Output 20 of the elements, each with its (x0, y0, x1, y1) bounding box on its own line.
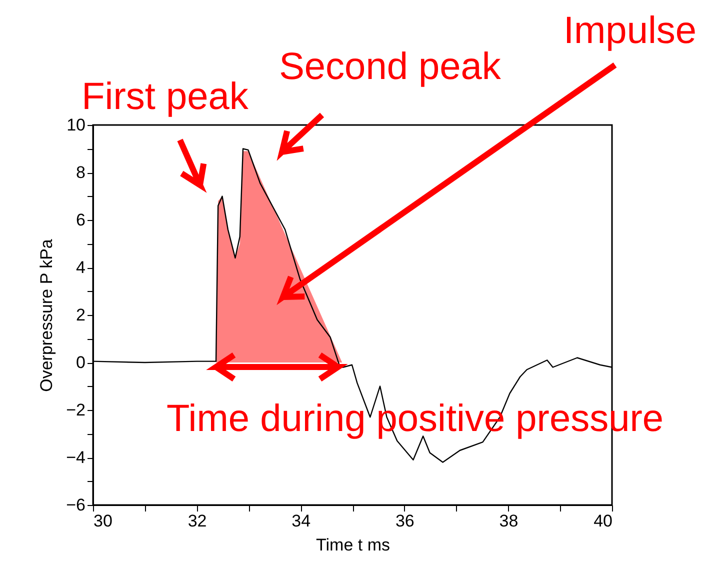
y-tick-label: −6 (66, 496, 86, 514)
y-tick-label: −2 (66, 400, 86, 420)
text: Impulse (563, 10, 697, 52)
x-tick-label: 40 (594, 512, 612, 530)
y-tick-label: 4 (76, 258, 86, 277)
x-tick-label: 32 (188, 512, 207, 530)
x-tick-label: 38 (499, 512, 518, 530)
y-axis-title: Overpressure P kPa (37, 238, 56, 392)
text: First peak (82, 76, 250, 118)
y-tick-label: 0 (76, 353, 86, 372)
y-tick-label: 8 (76, 163, 86, 182)
y-tick-label: 2 (76, 306, 86, 324)
x-tick-label: 36 (395, 512, 414, 530)
y-tick-label: 10 (66, 116, 86, 134)
x-tick-label: 30 (94, 512, 112, 530)
y-tick-label: −4 (66, 448, 86, 467)
y-tick-label: 6 (76, 210, 86, 230)
x-axis-title: Time t ms (316, 536, 390, 554)
x-tick-label: 34 (292, 512, 311, 530)
text: Second peak (279, 46, 502, 88)
